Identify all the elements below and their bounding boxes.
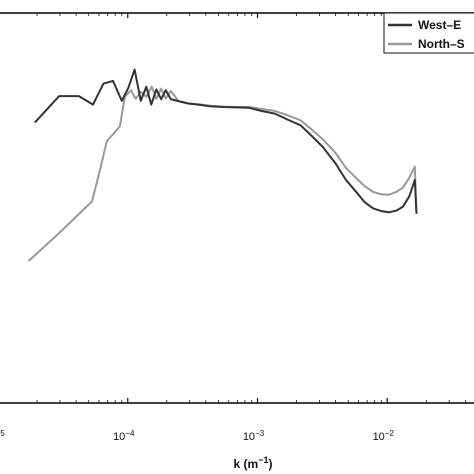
x-tick-label-2: 10−3 — [243, 429, 265, 444]
series-line-1 — [27, 85, 418, 262]
x-axis-label-main: k (m — [234, 457, 259, 471]
x-tick-label-3: 10−2 — [373, 429, 395, 444]
tick-layer: 10−5 10−4 10−3 10−2 — [0, 13, 466, 444]
x-axis-label-exponent: −1 — [258, 455, 268, 465]
x-axis-label: k (m−1) — [234, 455, 273, 471]
series-layer — [27, 68, 418, 262]
plot-frame — [0, 12, 474, 404]
legend-box — [383, 12, 474, 54]
x-tick-label-1: 10−4 — [113, 429, 135, 444]
legend: West–E North–S — [383, 12, 474, 54]
series-line-0 — [34, 68, 418, 214]
legend-label-0: West–E — [418, 18, 461, 32]
legend-entries: West–E North–S — [388, 18, 465, 51]
legend-label-1: North–S — [418, 37, 465, 51]
x-tick-label-0: 10−5 — [0, 429, 5, 444]
x-axis-label-close: ) — [268, 457, 272, 471]
